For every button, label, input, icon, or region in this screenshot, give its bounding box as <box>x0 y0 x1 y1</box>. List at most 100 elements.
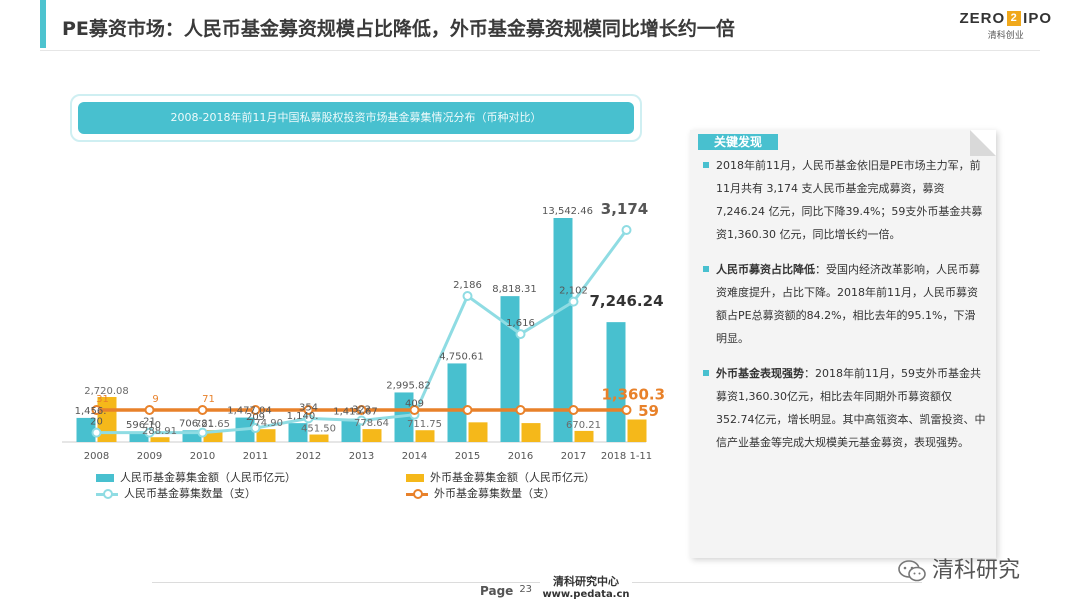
data-label-rmb-count: 354 <box>299 402 318 413</box>
legend-item-rmb-count: 人民币基金募集数量（支） <box>96 485 256 501</box>
fundraising-chart: 2008 2009 2010 2011 2012 2013 2014 2015 2016 2017… <box>62 200 666 462</box>
legend-label-rmb-amount: 人民币基金募集金额（人民币亿元） <box>120 471 296 484</box>
finding-item: 人民币募资占比降低：受国内经济改革影响，人民币募资难度提升，占比下降。2018年… <box>702 258 986 350</box>
data-label-fx-amount: 778.64 <box>354 418 389 429</box>
x-tick-label: 2013 <box>349 451 374 462</box>
zero2ipo-logo: ZERO 2 IPO 清科创业 <box>959 10 1052 41</box>
bar-rmb-amount <box>500 296 520 442</box>
watermark-text: 清科研究 <box>932 558 1021 583</box>
bar-rmb-amount <box>606 322 626 442</box>
legend-item-rmb-amount: 人民币基金募集金额（人民币亿元） <box>96 469 296 485</box>
data-label-fx-amount: 1,360.30 <box>601 385 666 403</box>
bar-rmb-amount <box>288 423 308 442</box>
logo-subtitle: 清科创业 <box>987 31 1024 41</box>
footer-page: Page 23 <box>480 584 532 598</box>
bar-rmb-amount <box>341 418 361 442</box>
data-label-rmb-amount: 13,542.46 <box>542 206 593 217</box>
rmb-count-point <box>462 290 473 301</box>
x-tick-label: 2012 <box>296 451 321 462</box>
finding-item: 2018年前11月，人民币基金依旧是PE市场主力军，前11月共有 3,174 支… <box>702 154 986 246</box>
chart-header: 2008-2018年前11月中国私募股权投资市场基金募集情况分布（币种对比） <box>78 102 634 134</box>
legend-item-fx-amount: 外币基金募集金额（人民币亿元） <box>406 469 595 485</box>
legend-swatch-rmb-amount <box>96 474 114 482</box>
rmb-count-point <box>621 225 632 235</box>
data-label-rmb-count: 2,102 <box>559 286 588 297</box>
title-divider <box>40 50 1040 51</box>
data-label-fx-count: 31 <box>96 394 109 405</box>
rmb-count-point <box>250 423 261 434</box>
data-label-fx-amount: 711.75 <box>407 419 442 430</box>
x-tick-label: 2011 <box>243 451 268 462</box>
data-label-rmb-count: 2,186 <box>453 280 482 291</box>
logo-text-left: ZERO <box>959 10 1006 27</box>
bar-fx-amount <box>203 430 223 442</box>
footer-brand-url: www.pedata.cn <box>542 589 630 600</box>
rmb-count-point <box>197 427 208 438</box>
rmb-count-point <box>568 296 579 307</box>
data-label-rmb-count: 322 <box>352 404 371 415</box>
bar-fx-amount <box>574 430 594 442</box>
page-label: Page <box>480 584 514 598</box>
data-label-fx-amount: 451.50 <box>301 424 336 435</box>
data-label-rmb-count: 21 <box>143 417 156 428</box>
x-tick-label: 2009 <box>137 451 162 462</box>
bar-rmb-amount <box>553 218 573 442</box>
fx-count-point <box>621 405 632 415</box>
data-label-rmb-amount: 4,750.61 <box>439 351 484 362</box>
page-title: PE募资市场：人民币基金募资规模占比降低，外币基金募资规模同比增长约一倍 <box>62 18 735 40</box>
key-findings-panel: 关键发现 2018年前11月，人民币基金依旧是PE市场主力军，前11月共有 3,… <box>690 130 996 558</box>
data-label-rmb-amount: 8,818.31 <box>492 284 537 295</box>
data-label-rmb-amount: 706.81 <box>179 418 214 429</box>
x-tick-label: 2015 <box>455 451 480 462</box>
fx-count-point <box>409 405 420 415</box>
wechat-icon <box>898 560 926 582</box>
legend-swatch-fx-count <box>406 489 428 499</box>
footer-brand: 清科研究中心 www.pedata.cn <box>540 573 632 600</box>
bar-fx-amount <box>468 422 488 442</box>
chart-header-frame: 2008-2018年前11月中国私募股权投资市场基金募集情况分布（币种对比） <box>70 94 642 142</box>
rmb-count-line <box>96 229 628 435</box>
rmb-count-point <box>91 427 102 438</box>
data-label-rmb-count: 20 <box>90 417 103 428</box>
fx-count-point <box>250 405 261 415</box>
title-accent-bar <box>40 0 46 48</box>
bar-rmb-amount <box>129 432 149 442</box>
finding-item: 外币基金表现强势：2018年前11月，59支外币基金共募资1,360.30亿元，… <box>702 362 986 454</box>
data-label-rmb-count: 1,616 <box>506 318 535 329</box>
bar-fx-amount <box>362 429 382 442</box>
data-label-rmb-count: 209 <box>246 412 265 423</box>
bar-fx-amount <box>309 434 329 442</box>
x-tick-label: 2010 <box>190 451 215 462</box>
logo-mark: 2 <box>1007 11 1022 26</box>
finding-lead: 人民币募资占比降低 <box>716 263 815 276</box>
rmb-count-point <box>515 329 526 340</box>
legend-label-fx-amount: 外币基金募集金额（人民币亿元） <box>430 471 595 484</box>
legend-item-fx-count: 外币基金募集数量（支） <box>406 485 555 501</box>
data-label-fx-count: 9 <box>152 394 158 405</box>
fx-count-point <box>144 405 155 415</box>
data-label-rmb-amount: 596.10 <box>126 420 161 431</box>
fx-count-point <box>515 405 526 415</box>
x-tick-label: 2008 <box>84 451 109 462</box>
bar-rmb-amount <box>447 363 467 442</box>
bar-fx-amount <box>256 429 276 442</box>
footer-brand-name: 清科研究中心 <box>553 575 619 588</box>
key-findings-tab: 关键发现 <box>698 134 778 150</box>
logo-wordmark: ZERO 2 IPO <box>959 10 1052 27</box>
data-label-fx-count: 71 <box>202 394 215 405</box>
x-tick-label: 2017 <box>561 451 586 462</box>
data-label-fx-amount: 774.90 <box>248 418 283 429</box>
bar-fx-amount <box>521 423 541 442</box>
finding-text: ：受国内经济改革影响，人民币募资难度提升，占比下降。2018年前11月，人民币募… <box>716 263 980 345</box>
legend-label-fx-count: 外币基金募集数量（支） <box>434 487 555 500</box>
wechat-watermark: 清科研究 <box>898 552 1020 584</box>
bar-rmb-amount <box>76 417 96 442</box>
finding-text: ：2018年前11月，59支外币基金共募资1,360.30亿元，相比去年同期外币… <box>716 367 986 449</box>
data-label-fx-amount: 288.91 <box>142 426 177 437</box>
data-label-rmb-amount: 1,477.04 <box>227 406 272 417</box>
fx-count-point <box>356 405 367 415</box>
x-tick-label: 2014 <box>402 451 427 462</box>
bar-fx-amount <box>415 430 435 442</box>
bar-fx-amount <box>150 437 170 442</box>
x-tick-label: 2018 1-11 <box>601 451 652 462</box>
